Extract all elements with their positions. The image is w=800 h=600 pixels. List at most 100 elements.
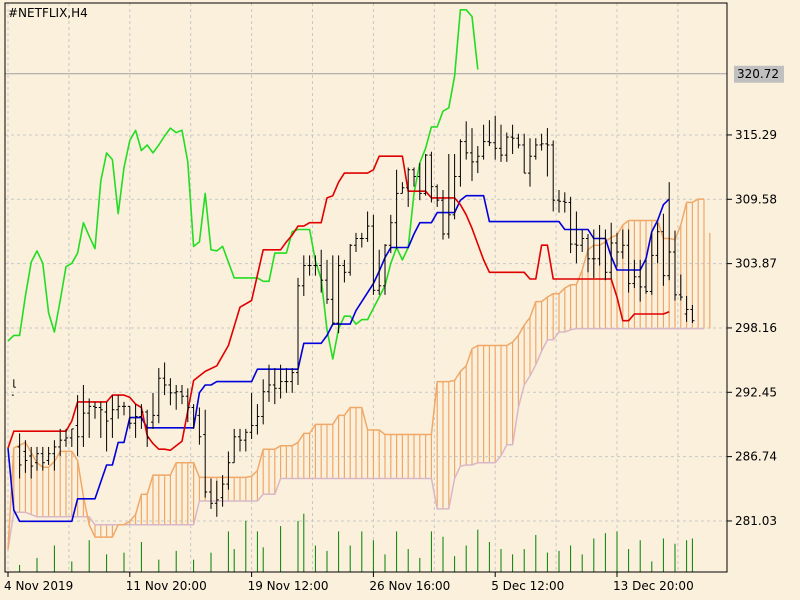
price-bar (673, 230, 677, 301)
price-bars (11, 115, 695, 517)
span_a-line (7, 198, 704, 550)
price-bar (371, 214, 376, 295)
price-bar (632, 259, 637, 289)
time-tick-label: 19 Nov 12:00 (248, 579, 329, 593)
price-bar (481, 124, 486, 160)
price-bar (342, 259, 347, 283)
price-bar (365, 211, 370, 242)
price-bar (516, 133, 521, 149)
price-bar (528, 138, 532, 187)
price-bar (58, 428, 63, 456)
price-bar (23, 440, 28, 473)
price-bar (580, 229, 585, 253)
price-tick-label: 286.74 (735, 450, 777, 464)
price-bar (591, 229, 596, 278)
price-bar (104, 401, 109, 452)
price-bar (29, 446, 34, 479)
price-bar (168, 378, 173, 406)
price-bar (383, 244, 387, 295)
current-price-marker: 320.72 (734, 65, 784, 83)
price-bar (441, 190, 445, 240)
price-bar (615, 232, 619, 267)
price-tick-label: 303.87 (735, 257, 777, 271)
price-bar (336, 255, 341, 334)
price-bar (400, 182, 405, 194)
price-bar (272, 368, 277, 405)
price-bar (284, 368, 289, 393)
price-bar (539, 133, 544, 151)
price-bar (296, 277, 300, 385)
price-bar (499, 124, 503, 162)
current-price-label: 320.72 (737, 67, 779, 81)
price-bar (46, 446, 51, 465)
price-bar (655, 222, 660, 264)
price-bar (122, 401, 126, 416)
price-bar (586, 233, 590, 273)
price-bar (319, 249, 324, 293)
price-bar (394, 169, 399, 249)
price-bar (35, 446, 39, 471)
price-bar (220, 475, 225, 507)
price-bar (568, 196, 573, 254)
price-bar (116, 395, 121, 419)
price-bar (446, 153, 451, 239)
price-bar (127, 405, 132, 429)
symbol-title: #NETFLIX,H4 (8, 6, 88, 20)
price-bar (238, 428, 242, 452)
price-bar (156, 368, 161, 424)
price-bar (678, 274, 683, 301)
chikou-line (7, 9, 479, 360)
price-bar (203, 409, 208, 498)
price-bar (603, 229, 608, 281)
price-bar (464, 121, 469, 160)
price-bar (562, 192, 567, 213)
price-bar (87, 398, 92, 438)
price-bar (278, 364, 283, 399)
price-bar (406, 167, 411, 207)
current-price-box (734, 65, 784, 83)
price-bar (52, 440, 57, 471)
price-bar (684, 295, 689, 322)
price-bar (423, 153, 428, 196)
price-bar (139, 404, 144, 429)
price-bar (214, 480, 219, 517)
price-bar (261, 379, 266, 425)
price-bar (249, 392, 254, 440)
price-bar (667, 182, 672, 281)
price-bar (151, 392, 155, 429)
price-bar (232, 428, 237, 464)
price-bar (504, 132, 509, 162)
price-tick-label: 292.45 (735, 385, 777, 399)
price-bar (609, 222, 614, 280)
time-tick-label: 26 Nov 16:00 (369, 579, 450, 593)
price-bar (11, 379, 16, 396)
price-bar (690, 304, 695, 323)
price-bar (290, 368, 295, 393)
price-bar (470, 128, 474, 182)
price-bar (197, 407, 202, 445)
time-axis: 4 Nov 2019 11 Nov 20:00 19 Nov 12:00 26 Nov… (4, 572, 694, 593)
price-bar (417, 162, 422, 201)
price-tick-label: 298.16 (735, 321, 777, 335)
price-bar (661, 213, 666, 286)
price-bar (533, 138, 538, 160)
price-bar (209, 478, 213, 509)
price-bar (98, 401, 103, 438)
price-bar (307, 255, 312, 276)
plot-border (4, 2, 728, 573)
price-bar (626, 229, 631, 293)
price-bar (510, 124, 515, 154)
price-bar (81, 384, 86, 447)
price-bar (458, 139, 463, 187)
price-tick-label: 315.29 (735, 128, 777, 142)
price-bar (644, 259, 648, 294)
price-bar (435, 184, 440, 207)
price-bar (354, 232, 358, 253)
price-bar (243, 428, 248, 452)
price-bar (359, 232, 364, 248)
price-bar (557, 190, 561, 213)
price-tick-label: 281.03 (735, 514, 777, 528)
